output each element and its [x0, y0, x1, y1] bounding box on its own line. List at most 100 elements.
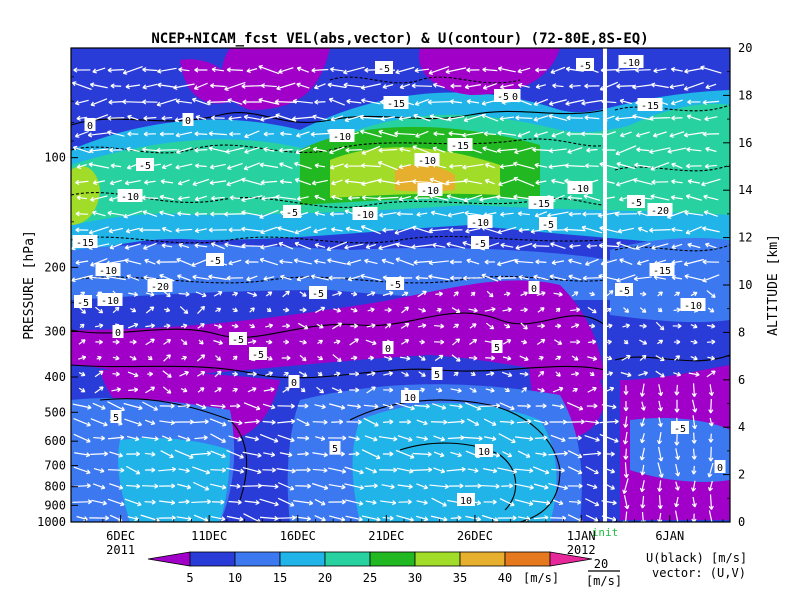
wind-vector	[671, 115, 683, 121]
wind-vector	[349, 387, 360, 393]
wind-vector	[178, 242, 190, 249]
wind-vector	[361, 195, 380, 201]
wind-vector	[328, 483, 346, 490]
wind-vector	[521, 386, 527, 393]
wind-vector	[704, 163, 717, 169]
wind-vector	[344, 466, 364, 475]
wind-vector	[142, 401, 159, 411]
wind-vector	[157, 67, 177, 74]
wind-vector	[90, 257, 108, 267]
wind-vector	[92, 402, 106, 410]
wind-vector	[263, 387, 275, 393]
contour-zero	[71, 364, 606, 379]
speed-band	[221, 48, 330, 110]
contour-negative	[614, 104, 730, 112]
wind-vector	[706, 290, 716, 299]
wind-vector	[344, 243, 364, 250]
wind-vector	[566, 115, 584, 121]
wind-vector	[584, 163, 599, 169]
wind-vector	[587, 355, 598, 361]
wind-vector	[316, 386, 325, 394]
pressure-tick-label: 500	[44, 405, 66, 419]
wind-vector	[245, 435, 260, 442]
wind-vector	[125, 84, 141, 90]
wind-vector	[450, 515, 462, 521]
wind-vector	[363, 403, 379, 409]
contour-label: -10	[99, 266, 117, 277]
wind-vector	[176, 274, 191, 282]
wind-vector	[394, 226, 416, 235]
contour-label: -10	[356, 210, 374, 221]
wind-vector	[79, 323, 85, 329]
wind-vector	[292, 116, 314, 122]
wind-vector	[597, 211, 620, 218]
wind-vector	[586, 147, 598, 153]
wind-vector	[311, 179, 328, 186]
altitude-tick-label: 4	[738, 420, 745, 434]
wind-vector	[447, 211, 465, 218]
wind-vector	[585, 514, 599, 522]
wind-vector	[707, 307, 715, 313]
wind-vector	[702, 259, 720, 265]
wind-vector	[429, 177, 449, 186]
wind-vector	[533, 483, 549, 490]
wind-vector	[416, 419, 428, 426]
wind-vector	[495, 194, 518, 200]
wind-vector	[708, 433, 714, 443]
wind-vector	[691, 432, 697, 444]
wind-vector	[462, 163, 484, 170]
wind-vector	[315, 435, 326, 441]
wind-vector	[247, 387, 257, 393]
wind-vector	[95, 306, 104, 314]
wind-vector	[210, 403, 226, 409]
wind-vector	[293, 161, 312, 170]
wind-vector	[95, 339, 103, 345]
wind-vector	[232, 355, 238, 361]
wind-vector	[345, 147, 363, 153]
wind-vector	[655, 321, 665, 331]
wind-vector	[282, 323, 291, 329]
wind-vector	[515, 115, 533, 121]
x-tick-year: 2012	[567, 543, 596, 557]
wind-vector	[73, 67, 91, 73]
wind-vector	[142, 67, 158, 73]
wind-vector	[435, 387, 443, 393]
wind-vector	[436, 307, 442, 313]
wind-vector	[498, 433, 516, 444]
wind-vector	[599, 419, 619, 425]
wind-vector	[581, 99, 603, 106]
wind-vector	[112, 371, 120, 377]
wind-vector	[466, 67, 480, 73]
wind-vector	[193, 481, 210, 491]
colorbar-segment	[504, 551, 551, 567]
wind-vector	[567, 483, 583, 489]
wind-vector	[294, 241, 312, 250]
wind-vector	[566, 131, 584, 137]
wind-vector	[518, 227, 530, 233]
wind-vector	[394, 131, 416, 137]
wind-vector	[142, 210, 158, 218]
colorbar-label: 40	[498, 571, 512, 585]
contour-label: -5	[286, 208, 298, 219]
wind-vector	[297, 403, 309, 409]
wind-vector	[147, 355, 153, 361]
wind-vector	[464, 210, 482, 216]
wind-vector	[144, 499, 156, 505]
wind-vector	[73, 466, 91, 475]
wind-vector	[226, 275, 244, 281]
wind-vector	[259, 257, 279, 266]
wind-vector	[465, 227, 481, 234]
wind-vector	[130, 307, 137, 313]
altitude-tick-label: 6	[738, 373, 745, 387]
wind-vector	[650, 82, 669, 89]
wind-vector	[263, 131, 275, 137]
wind-vector	[311, 67, 329, 73]
wind-vector	[586, 483, 598, 490]
wind-vector	[180, 387, 188, 393]
wind-vector	[450, 83, 462, 89]
wind-vector	[449, 403, 463, 409]
wind-vector	[244, 147, 260, 154]
wind-vector	[584, 115, 600, 121]
wind-vector	[179, 306, 189, 315]
wind-vector	[328, 275, 346, 281]
